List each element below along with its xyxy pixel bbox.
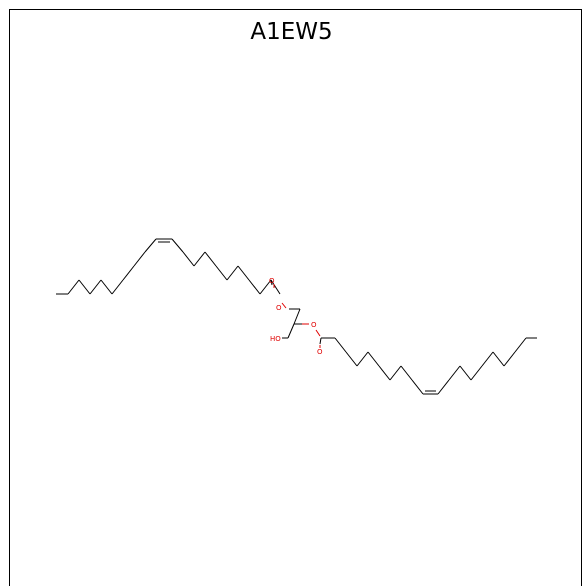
ester-oxygen-label-2: O xyxy=(311,321,317,329)
carbonyl-oxygen-label-1: O xyxy=(269,277,275,285)
glycerol-backbone xyxy=(281,302,309,339)
upper-acyl-chain xyxy=(56,238,281,295)
lower-acyl-chain xyxy=(315,329,537,395)
carbonyl-oxygen-label-2: O xyxy=(317,348,323,356)
figure-frame xyxy=(9,9,582,586)
ester-oxygen-label-1: O xyxy=(276,304,282,312)
hydroxyl-label: HO xyxy=(270,335,281,343)
figure-title: A1EW5 xyxy=(250,19,333,45)
